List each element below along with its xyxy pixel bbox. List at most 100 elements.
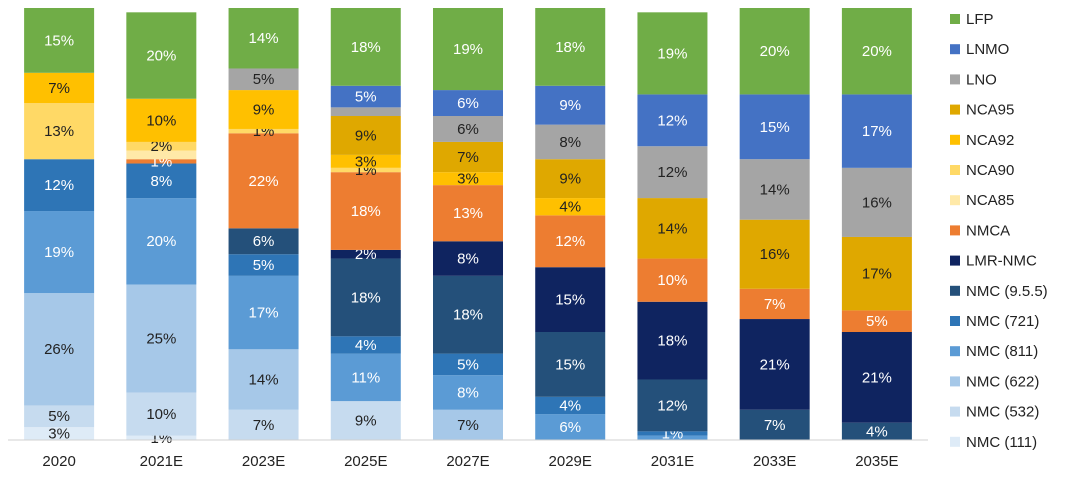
legend-label: NMC (532) bbox=[966, 404, 1039, 421]
data-label: 13% bbox=[453, 205, 483, 222]
bar-segment bbox=[228, 90, 299, 129]
data-label: 25% bbox=[146, 330, 176, 347]
x-tick-label: 2023E bbox=[242, 453, 285, 470]
data-label: 3% bbox=[48, 425, 70, 442]
bar-segment bbox=[535, 396, 606, 415]
bar-segment bbox=[126, 284, 197, 393]
legend-swatch bbox=[950, 225, 960, 236]
data-label: 15% bbox=[44, 32, 74, 49]
bar-segment bbox=[739, 409, 810, 440]
data-label: 17% bbox=[862, 123, 892, 140]
bar-segment bbox=[535, 124, 606, 160]
data-label: 14% bbox=[249, 30, 279, 47]
bar-segment bbox=[535, 414, 606, 440]
data-label: 9% bbox=[355, 413, 377, 430]
bar-segment bbox=[24, 159, 95, 212]
bar-segment bbox=[24, 427, 95, 440]
data-label: 20% bbox=[146, 233, 176, 250]
data-label: 19% bbox=[657, 45, 687, 62]
bar-segment bbox=[433, 353, 503, 376]
bar-segment bbox=[637, 146, 708, 199]
bar-segment bbox=[637, 431, 708, 436]
data-label: 8% bbox=[150, 173, 172, 190]
legend-swatch bbox=[950, 44, 960, 55]
bar-segment bbox=[739, 288, 810, 320]
legend-label: NMC (721) bbox=[966, 313, 1039, 330]
bar-segment bbox=[330, 249, 401, 259]
bar-segment bbox=[330, 85, 401, 108]
data-label: 6% bbox=[457, 121, 479, 138]
bar-segment bbox=[228, 275, 299, 350]
data-label: 10% bbox=[146, 406, 176, 423]
legend-label: NCA85 bbox=[966, 192, 1014, 209]
legend-swatch bbox=[950, 285, 960, 296]
bar-segment bbox=[841, 422, 912, 440]
bar-segment bbox=[126, 392, 197, 436]
legend-swatch bbox=[950, 436, 960, 447]
bar-segment bbox=[535, 215, 606, 268]
legend-label: LNO bbox=[966, 71, 997, 88]
data-label: 7% bbox=[48, 80, 70, 97]
x-tick-label: 2020 bbox=[42, 453, 75, 470]
legend-swatch bbox=[950, 376, 960, 387]
legend-label: LFP bbox=[966, 11, 994, 28]
data-label: 9% bbox=[253, 101, 275, 118]
data-label: 11% bbox=[351, 369, 380, 386]
data-label: 3% bbox=[355, 153, 377, 170]
bar-segment bbox=[24, 405, 95, 428]
data-label: 5% bbox=[355, 89, 377, 106]
legend-swatch bbox=[950, 346, 960, 357]
bar-segment bbox=[126, 163, 197, 199]
data-label: 16% bbox=[760, 246, 790, 263]
bar-segment bbox=[433, 116, 503, 142]
data-label: 18% bbox=[555, 39, 585, 56]
bar-segment bbox=[739, 319, 810, 410]
bar-segment bbox=[24, 72, 95, 104]
data-label: 2% bbox=[355, 246, 377, 263]
bar-segment bbox=[126, 435, 197, 440]
bar-segment bbox=[841, 310, 912, 332]
bar-segment bbox=[330, 172, 401, 250]
legend-label: NMC (9.5.5) bbox=[966, 283, 1048, 300]
bar-segment bbox=[841, 167, 912, 237]
bar-segment bbox=[433, 172, 503, 186]
data-label: 20% bbox=[760, 43, 790, 60]
bar-segment bbox=[330, 336, 401, 354]
bar-segment bbox=[330, 8, 401, 86]
bar-segment bbox=[126, 198, 197, 285]
data-label: 3% bbox=[457, 171, 479, 188]
data-label: 19% bbox=[44, 244, 74, 261]
data-label: 20% bbox=[862, 43, 892, 60]
data-label: 8% bbox=[457, 384, 479, 401]
bar-segment bbox=[126, 150, 197, 160]
data-label: 21% bbox=[862, 369, 892, 386]
data-label: 2% bbox=[150, 138, 172, 155]
data-label: 13% bbox=[44, 123, 74, 140]
bar-segment bbox=[126, 12, 197, 99]
legend-label: LMR-NMC bbox=[966, 253, 1037, 270]
data-label: 7% bbox=[253, 417, 275, 434]
legend-label: NCA90 bbox=[966, 162, 1014, 179]
bar-segment bbox=[637, 258, 708, 302]
data-label: 7% bbox=[764, 296, 786, 313]
legend-label: NCA95 bbox=[966, 102, 1014, 119]
bar-segment bbox=[24, 211, 95, 294]
data-label: 8% bbox=[559, 134, 581, 151]
data-label: 5% bbox=[253, 71, 275, 88]
legend-swatch bbox=[950, 165, 960, 175]
legend-swatch bbox=[950, 406, 960, 417]
bar-segment bbox=[330, 154, 401, 168]
data-label: 21% bbox=[760, 356, 790, 373]
bar-segment bbox=[535, 85, 606, 125]
data-label: 12% bbox=[657, 112, 687, 129]
bar-segment bbox=[535, 332, 606, 397]
bar-segment bbox=[330, 167, 401, 173]
data-label: 17% bbox=[249, 305, 279, 322]
bar-segment bbox=[228, 68, 299, 91]
bar-segment bbox=[739, 94, 810, 160]
data-label: 14% bbox=[249, 371, 279, 388]
bar-segment bbox=[433, 275, 503, 354]
data-label: 6% bbox=[253, 233, 275, 250]
data-label: 5% bbox=[866, 313, 888, 330]
data-label: 18% bbox=[453, 307, 483, 324]
